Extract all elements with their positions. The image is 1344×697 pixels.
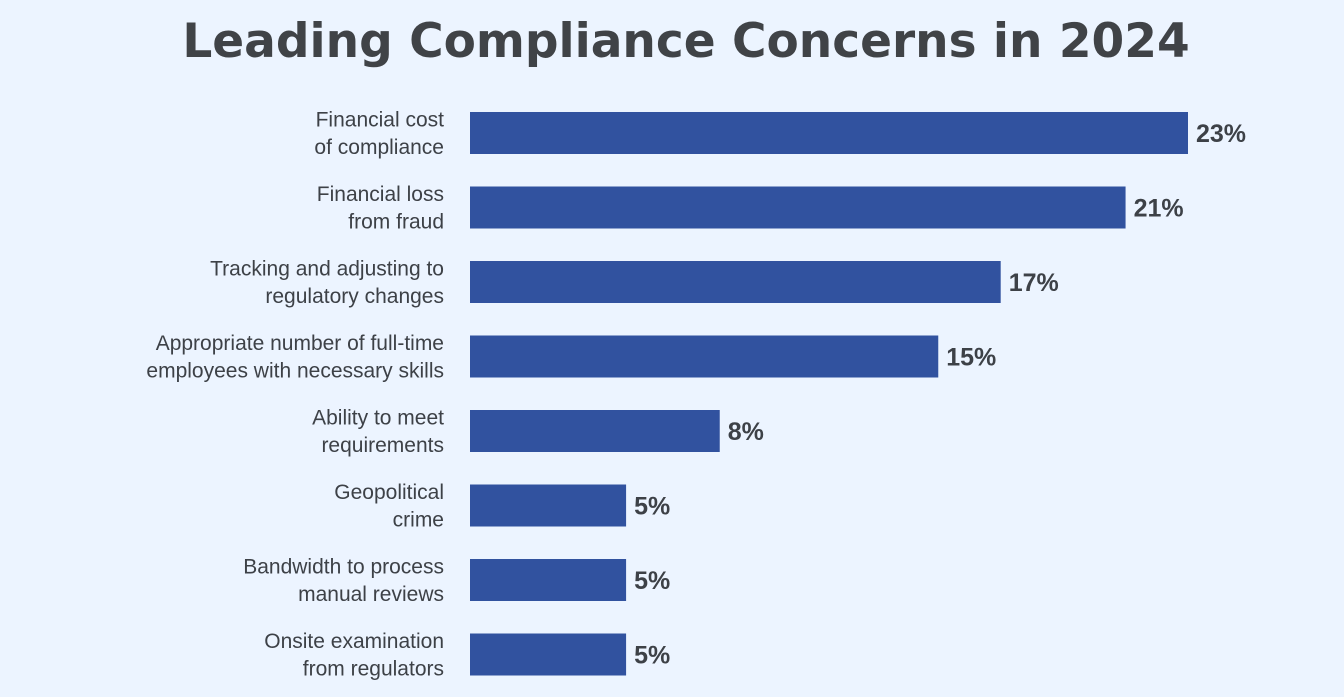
bars-group: 23% Financial cost of compliance 21% Financi… — [146, 108, 1246, 680]
value-label-7: 5% — [634, 642, 670, 670]
bar-3 — [470, 335, 939, 378]
value-label-3: 15% — [946, 344, 996, 372]
category-label-7-line-1: from regulators — [303, 657, 444, 680]
bar-0 — [470, 112, 1188, 154]
category-label-6-line-1: manual reviews — [298, 583, 444, 606]
category-label-4-line-1: requirements — [321, 434, 444, 457]
value-label-6: 5% — [634, 567, 670, 595]
value-label-0: 23% — [1196, 120, 1246, 148]
bar-2 — [470, 261, 1001, 303]
chart-title: Leading Compliance Concerns in 2024 — [182, 14, 1189, 69]
bar-1 — [470, 186, 1126, 229]
category-label-4-line-0: Ability to meet — [312, 406, 444, 429]
category-label-1-line-1: from fraud — [348, 210, 444, 233]
category-label-6-line-0: Bandwidth to process — [243, 555, 444, 578]
category-label-0-line-1: of compliance — [314, 136, 444, 159]
bar-7 — [470, 633, 627, 676]
bar-6 — [470, 559, 627, 601]
category-label-3-line-1: employees with necessary skills — [146, 359, 444, 382]
value-label-2: 17% — [1009, 269, 1059, 297]
category-label-3-line-0: Appropriate number of full-time — [156, 332, 444, 355]
category-label-0-line-0: Financial cost — [316, 108, 445, 131]
value-label-5: 5% — [634, 493, 670, 521]
category-label-5-line-0: Geopolitical — [334, 481, 444, 504]
category-label-2-line-0: Tracking and adjusting to — [210, 257, 444, 280]
bar-5 — [470, 484, 627, 527]
value-label-1: 21% — [1134, 195, 1184, 223]
category-label-7-line-0: Onsite examination — [264, 630, 444, 653]
category-label-2-line-1: regulatory changes — [265, 285, 444, 308]
value-label-4: 8% — [728, 418, 764, 446]
category-label-5-line-1: crime — [393, 508, 444, 531]
bar-4 — [470, 410, 720, 452]
category-label-1-line-0: Financial loss — [317, 183, 444, 206]
